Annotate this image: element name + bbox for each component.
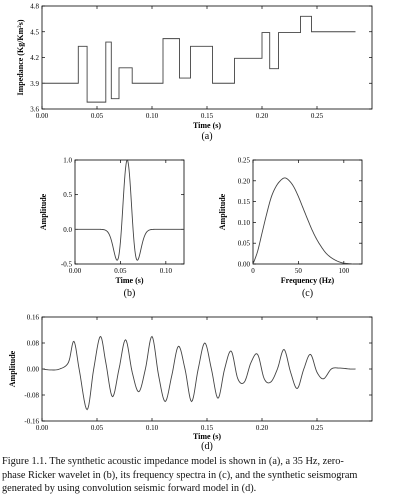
panel-a-y-tick-label: 4.2: [30, 54, 39, 62]
panel-d-x-tick-label: 0.15: [201, 424, 214, 432]
panel-b-x-tick-label: 0.05: [114, 267, 127, 275]
caption-line: generated by using convolution seismic f…: [2, 483, 257, 495]
panel-b-ylabel: Amplitude: [39, 193, 48, 230]
panel-a-impedance-line: [42, 15, 356, 103]
panel-a-ylabel: Impedance (Kg/Km²s): [16, 19, 25, 95]
panel-c: 0.00 0.05 0.10 0.15 0.20 0.25 0 50 100 Amplitud…: [218, 157, 363, 299]
panel-c-x-tick-label: 0: [251, 267, 255, 275]
panel-a-y-tick-label: 4.8: [30, 3, 39, 11]
panel-c-y-tick-label: 0.00: [238, 261, 251, 269]
panel-b-label: (b): [124, 288, 136, 299]
panel-d-x-tick-label: 0.10: [146, 424, 159, 432]
panel-b-y-tick-label: 0.0: [63, 226, 72, 234]
panel-d-xlabel: Time (s): [193, 432, 221, 441]
panel-a: 3.6 3.9 4.2 4.5 4.8 0.00 0.05 0.10 0.15 0.20 0.25…: [16, 3, 373, 142]
panel-c-x-tick-label: 50: [295, 267, 303, 275]
panel-c-y-tick-label: 0.25: [238, 157, 251, 165]
panel-a-label: (a): [201, 131, 212, 142]
panel-d-x-tick-label: 0.00: [36, 424, 49, 432]
panel-a-x-tick-label: 0.15: [201, 112, 214, 120]
panel-a-plot-frame: [41, 5, 373, 110]
panel-c-x-ticks: 0 50 100: [251, 160, 350, 275]
panel-d-y-tick-label: -0.16: [24, 418, 39, 426]
panel-c-y-ticks: 0.00 0.05 0.10 0.15 0.20 0.25: [238, 157, 362, 269]
panel-a-y-ticks: 3.6 3.9 4.2 4.5 4.8: [30, 3, 372, 114]
panel-b-plot-frame: [74, 159, 185, 265]
panel-d-y-tick-label: 0.00: [27, 366, 40, 374]
panel-a-y-tick-label: 4.5: [30, 28, 39, 36]
panel-c-y-tick-label: 0.20: [238, 177, 251, 185]
panel-d-label: (d): [201, 441, 213, 452]
panel-d-seismogram-line: [41, 335, 356, 411]
panel-a-y-tick-label: 3.6: [30, 106, 39, 114]
panel-d-x-tick-label: 0.25: [311, 424, 324, 432]
panel-d-plot-frame: [41, 316, 373, 422]
panel-c-x-tick-label: 100: [339, 267, 350, 275]
panel-d-x-ticks: 0.00 0.05 0.10 0.15 0.20 0.25: [36, 317, 324, 432]
panel-c-spectrum-line: [252, 177, 353, 265]
panel-b-ricker-wavelet-line: [75, 159, 184, 261]
panel-b-y-tick-label: 1.0: [63, 157, 72, 165]
panel-d-y-ticks: -0.16 -0.08 0.00 0.08 0.16: [24, 314, 372, 426]
panel-d-x-tick-label: 0.05: [91, 424, 104, 432]
panel-c-ylabel: Amplitude: [218, 193, 227, 230]
panel-b-xlabel: Time (s): [115, 276, 143, 285]
panel-b-y-tick-label: 0.5: [63, 191, 72, 199]
panel-c-y-tick-label: 0.10: [238, 219, 251, 227]
caption-line: phase Ricker wavelet in (b), its frequen…: [2, 469, 358, 481]
panel-a-x-ticks: 0.00 0.05 0.10 0.15 0.20 0.25: [36, 6, 324, 120]
figure-caption: Figure 1.1. The synthetic acoustic imped…: [2, 455, 414, 496]
panel-d-x-tick-label: 0.20: [256, 424, 269, 432]
panel-b-y-tick-label: -0.5: [61, 261, 73, 269]
panel-b-x-tick-label: 0.10: [160, 267, 173, 275]
panel-d-y-tick-label: 0.08: [27, 340, 40, 348]
panel-d-y-tick-label: -0.08: [24, 392, 39, 400]
panel-a-y-tick-label: 3.9: [30, 80, 39, 88]
panel-c-plot-frame: [252, 159, 363, 265]
panel-a-x-tick-label: 0.20: [256, 112, 269, 120]
panel-b: -0.5 0.0 0.5 1.0 0.00 0.05 0.10 Amplitude Tim…: [39, 157, 185, 299]
panel-d: -0.16-0.080.000.080.16 0.00 0.05 0.10 0.15 0…: [8, 314, 373, 452]
panel-a-xlabel: Time (s): [193, 121, 221, 130]
panel-d-y-tick-label: 0.16: [27, 314, 40, 322]
caption-line: Figure 1.1. The synthetic acoustic imped…: [2, 456, 344, 467]
panel-a-x-tick-label: 0.05: [91, 112, 104, 120]
panel-b-x-tick-label: 0.00: [69, 267, 82, 275]
panel-c-xlabel: Frequency (Hz): [281, 276, 335, 285]
panel-c-y-tick-label: 0.05: [238, 240, 251, 248]
panel-c-label: (c): [302, 288, 313, 299]
panel-a-x-tick-label: 0.10: [146, 112, 159, 120]
panel-c-y-tick-label: 0.15: [238, 198, 251, 206]
panel-a-x-tick-label: 0.00: [36, 112, 49, 120]
panel-d-ylabel: Amplitude: [8, 350, 17, 387]
panel-a-x-tick-label: 0.25: [311, 112, 324, 120]
panel-b-x-ticks: 0.00 0.05 0.10: [69, 160, 173, 275]
